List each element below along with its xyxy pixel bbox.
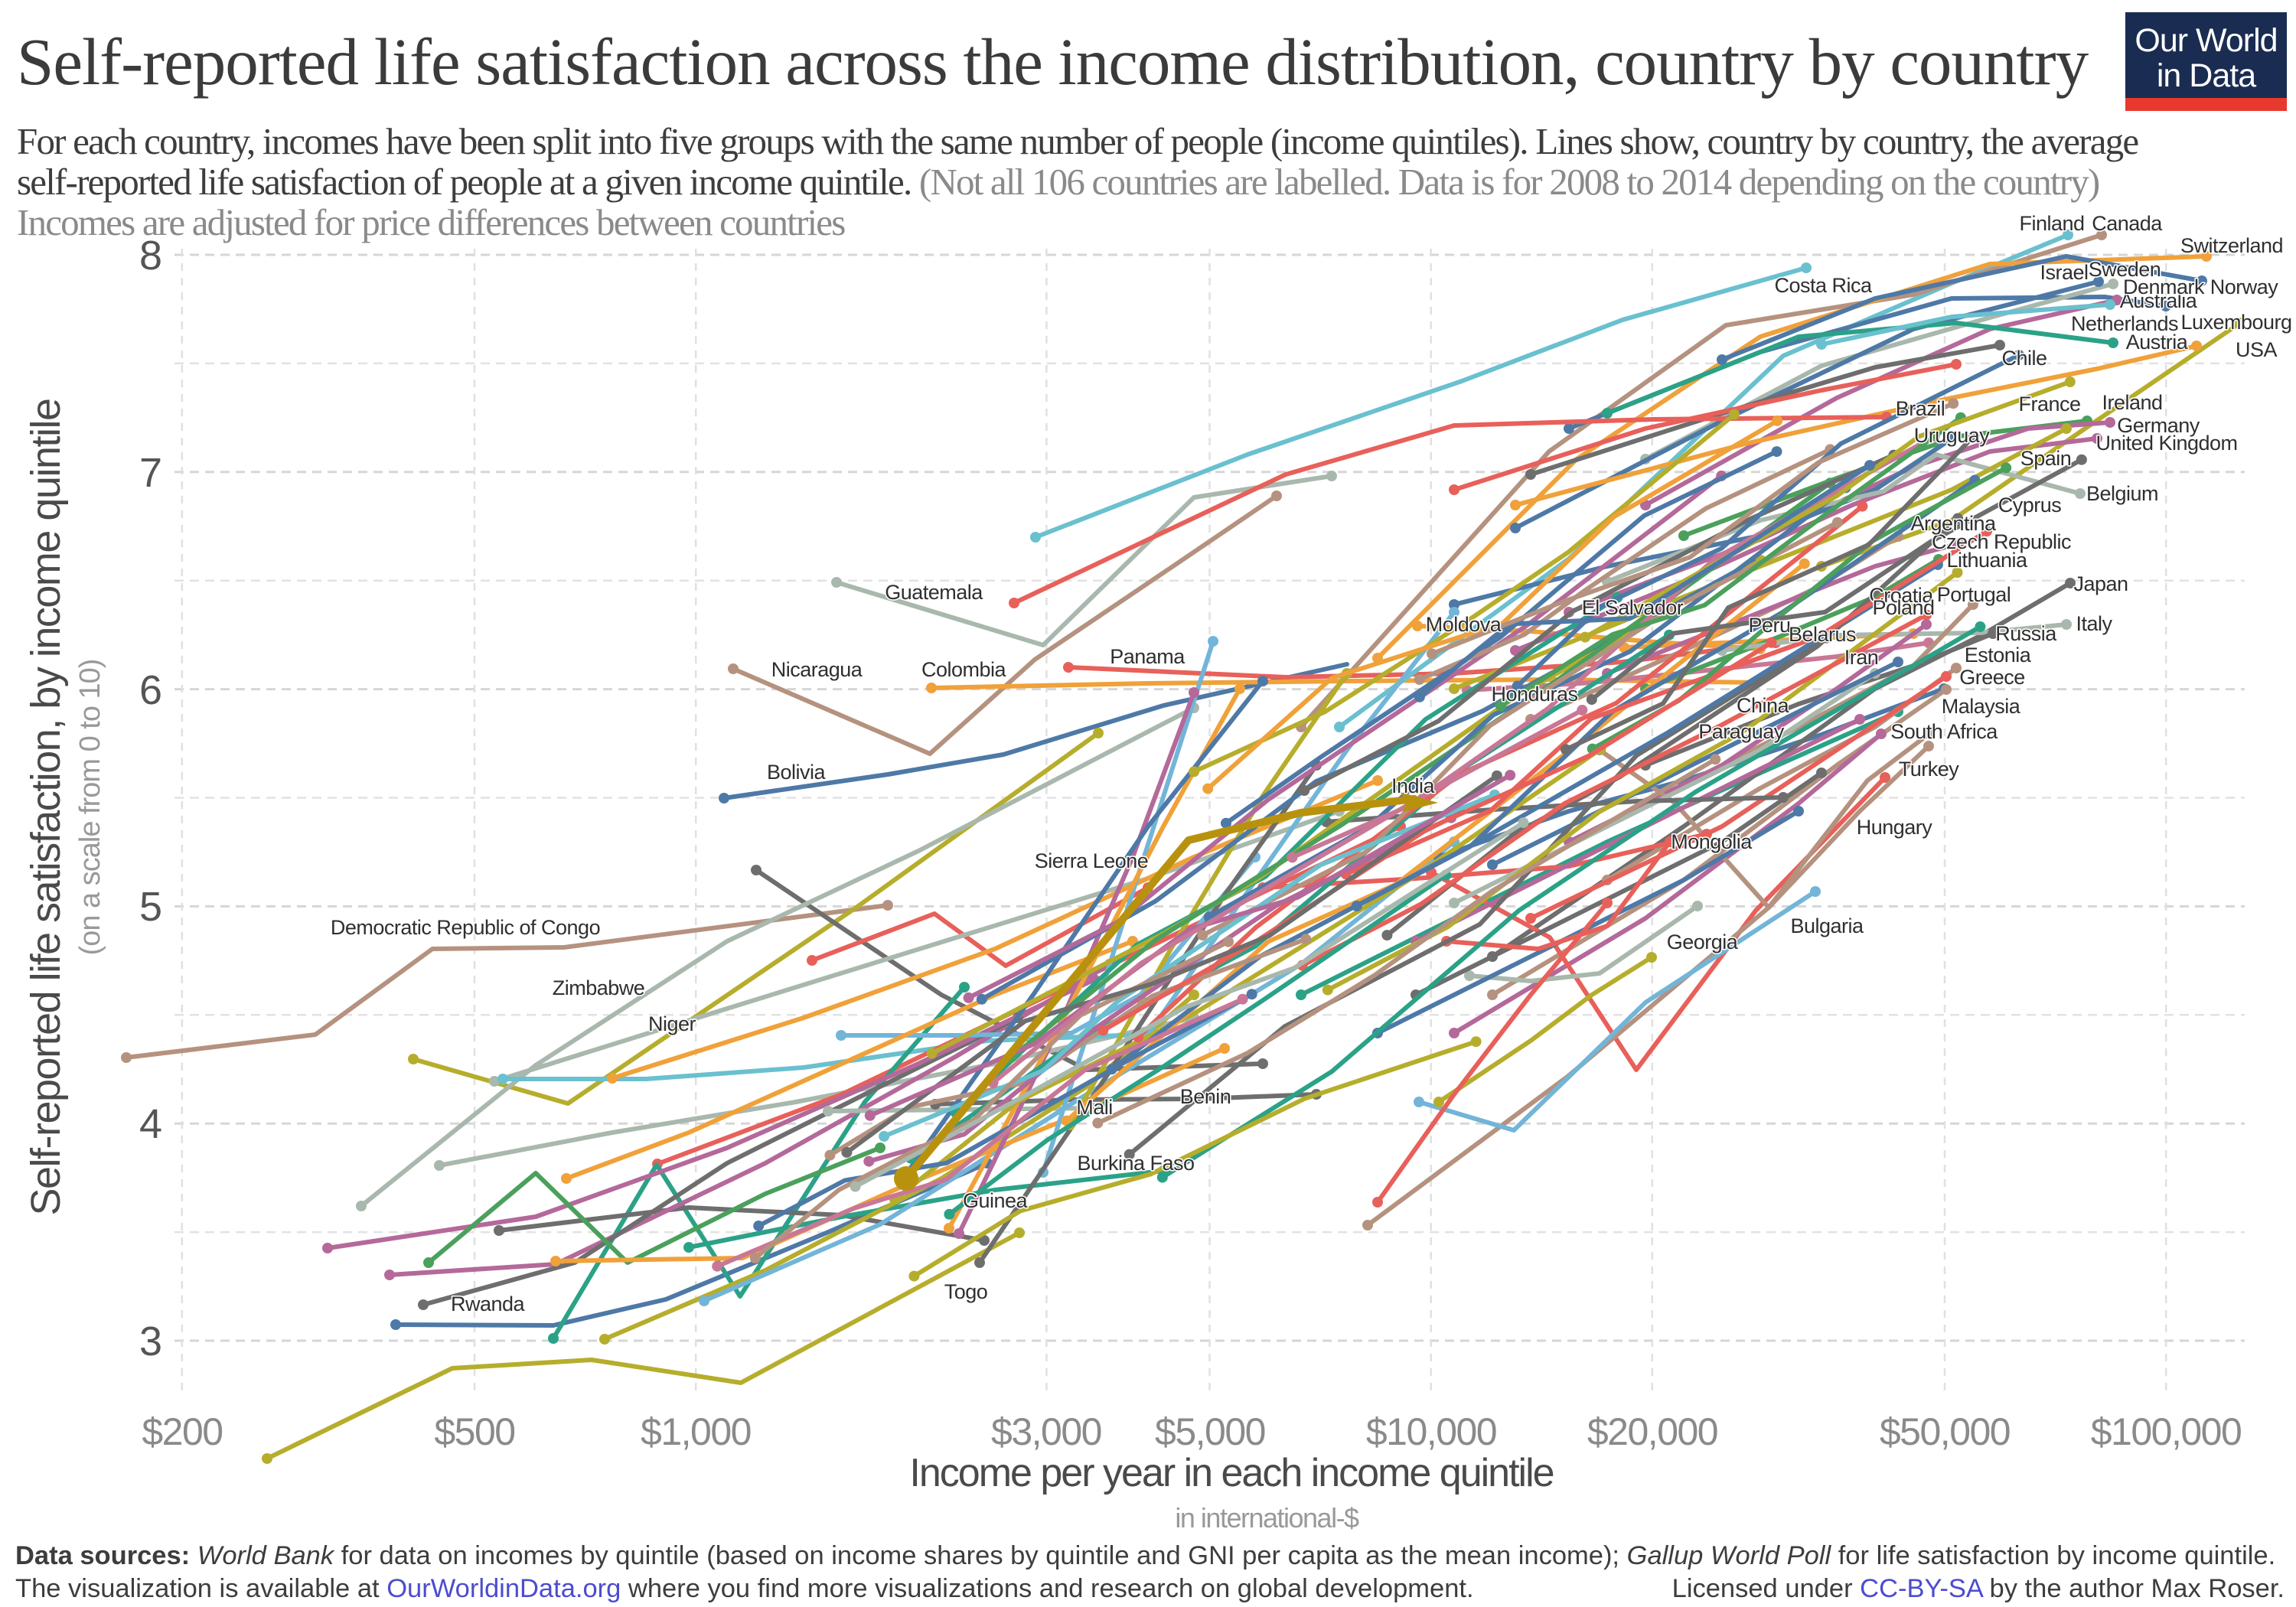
svg-text:Hungary: Hungary — [1857, 816, 1933, 839]
svg-text:Croatia: Croatia — [1869, 584, 1934, 607]
svg-text:Czech Republic: Czech Republic — [1932, 530, 2071, 553]
svg-text:Norway: Norway — [2210, 275, 2279, 298]
svg-text:Mali: Mali — [1076, 1096, 1113, 1119]
svg-text:Australia: Australia — [2120, 289, 2198, 312]
svg-text:Costa Rica: Costa Rica — [1774, 274, 1873, 297]
svg-text:Luxembourg: Luxembourg — [2180, 311, 2291, 334]
svg-text:7: 7 — [139, 450, 162, 496]
svg-text:4: 4 — [139, 1101, 162, 1147]
svg-text:5: 5 — [139, 884, 162, 930]
svg-text:Iran: Iran — [1844, 646, 1879, 669]
svg-text:Chile: Chile — [2001, 347, 2047, 370]
svg-text:Malaysia: Malaysia — [1942, 695, 2021, 718]
svg-text:Spain: Spain — [2020, 447, 2072, 470]
svg-text:Austria: Austria — [2126, 331, 2189, 354]
svg-text:Bolivia: Bolivia — [767, 761, 827, 784]
svg-text:Italy: Italy — [2076, 612, 2112, 635]
svg-text:Sierra Leone: Sierra Leone — [1035, 849, 1149, 872]
svg-text:Russia: Russia — [1995, 622, 2057, 645]
svg-text:Argentina: Argentina — [1910, 512, 1997, 535]
svg-text:Greece: Greece — [1959, 666, 2025, 689]
svg-text:$500: $500 — [434, 1410, 514, 1453]
svg-text:Moldova: Moldova — [1426, 613, 1502, 636]
svg-text:Democratic Republic of Congo: Democratic Republic of Congo — [331, 916, 600, 939]
svg-text:$20,000: $20,000 — [1587, 1410, 1717, 1453]
svg-text:France: France — [2018, 393, 2080, 416]
svg-text:3: 3 — [139, 1319, 162, 1364]
svg-text:India: India — [1391, 774, 1436, 797]
svg-text:Canada: Canada — [2092, 212, 2163, 235]
svg-text:Germany: Germany — [2117, 414, 2200, 437]
svg-text:Israel: Israel — [2040, 261, 2088, 284]
svg-text:Nicaragua: Nicaragua — [771, 658, 863, 681]
svg-text:Niger: Niger — [648, 1012, 696, 1035]
svg-text:Panama: Panama — [1110, 645, 1186, 668]
svg-text:Burkina Faso: Burkina Faso — [1077, 1152, 1194, 1175]
svg-text:Japan: Japan — [2073, 572, 2128, 595]
svg-text:in international-$: in international-$ — [1175, 1502, 1359, 1534]
svg-text:$3,000: $3,000 — [991, 1410, 1101, 1453]
svg-text:Guinea: Guinea — [963, 1189, 1029, 1212]
svg-text:Uruguay: Uruguay — [1914, 424, 1991, 447]
svg-text:United Kingdom: United Kingdom — [2095, 432, 2237, 455]
svg-text:8: 8 — [139, 233, 162, 279]
svg-text:Ireland: Ireland — [2102, 391, 2162, 414]
svg-text:Cyprus: Cyprus — [1998, 494, 2062, 517]
svg-text:Turkey: Turkey — [1899, 758, 1960, 781]
svg-text:Rwanda: Rwanda — [451, 1292, 526, 1315]
svg-text:China: China — [1737, 694, 1790, 717]
svg-text:Belarus: Belarus — [1789, 623, 1856, 646]
svg-text:$5,000: $5,000 — [1155, 1410, 1265, 1453]
svg-text:South Africa: South Africa — [1890, 720, 1998, 743]
svg-text:$200: $200 — [142, 1410, 222, 1453]
svg-text:Portugal: Portugal — [1937, 583, 2011, 606]
svg-text:$100,000: $100,000 — [2091, 1410, 2242, 1453]
svg-text:(on a scale from 0 to 10): (on a scale from 0 to 10) — [74, 660, 106, 956]
svg-text:$50,000: $50,000 — [1880, 1410, 2010, 1453]
svg-text:Lithuania: Lithuania — [1946, 549, 2028, 572]
svg-text:6: 6 — [139, 667, 162, 713]
svg-text:Togo: Togo — [944, 1280, 988, 1303]
svg-text:$10,000: $10,000 — [1366, 1410, 1496, 1453]
svg-text:Zimbabwe: Zimbabwe — [553, 976, 645, 999]
svg-text:Finland: Finland — [2019, 212, 2084, 235]
svg-text:Honduras: Honduras — [1491, 683, 1577, 706]
svg-text:Netherlands: Netherlands — [2071, 312, 2178, 335]
svg-text:Paraguay: Paraguay — [1698, 720, 1785, 743]
svg-text:Poland: Poland — [1872, 596, 1934, 619]
svg-text:Bulgaria: Bulgaria — [1790, 914, 1864, 937]
svg-text:El Salvador: El Salvador — [1582, 596, 1684, 619]
svg-text:Georgia: Georgia — [1667, 931, 1739, 953]
svg-text:Denmark: Denmark — [2123, 275, 2205, 298]
svg-text:Peru: Peru — [1748, 614, 1790, 637]
svg-text:Sweden: Sweden — [2089, 258, 2161, 281]
svg-text:Switzerland: Switzerland — [2180, 234, 2283, 257]
svg-text:Self-reported life satisfactio: Self-reported life satisfaction, by inco… — [23, 399, 69, 1215]
svg-text:Guatemala: Guatemala — [885, 581, 983, 604]
svg-text:Mongolia: Mongolia — [1671, 830, 1753, 853]
svg-text:Brazil: Brazil — [1896, 397, 1945, 420]
svg-text:$1,000: $1,000 — [641, 1410, 751, 1453]
svg-text:USA: USA — [2236, 338, 2278, 361]
svg-text:Estonia: Estonia — [1965, 644, 2032, 667]
svg-text:Income per year in each income: Income per year in each income quintile — [909, 1451, 1553, 1495]
svg-text:Belgium: Belgium — [2086, 482, 2158, 505]
svg-text:Colombia: Colombia — [921, 658, 1007, 681]
svg-text:Benin: Benin — [1180, 1085, 1231, 1108]
